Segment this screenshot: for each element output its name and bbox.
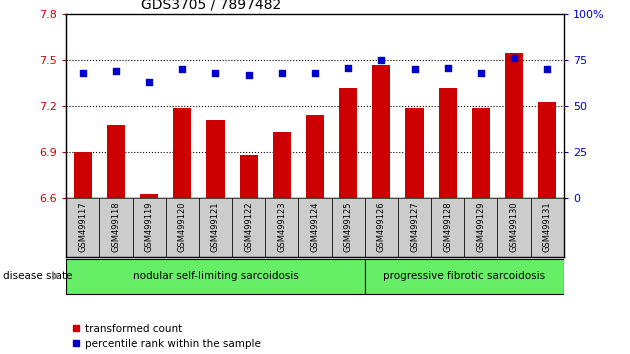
Bar: [265, 198, 299, 257]
Bar: [431, 198, 464, 257]
Bar: [331, 198, 365, 257]
Text: GSM499126: GSM499126: [377, 201, 386, 252]
Bar: [107, 125, 125, 198]
Bar: [66, 258, 365, 294]
Text: GSM499131: GSM499131: [543, 201, 552, 252]
Bar: [372, 65, 391, 198]
Text: GSM499128: GSM499128: [444, 201, 452, 252]
Bar: [406, 108, 423, 198]
Bar: [166, 198, 199, 257]
Bar: [306, 115, 324, 198]
Text: GSM499121: GSM499121: [211, 201, 220, 252]
Point: [509, 56, 519, 61]
Point: [177, 67, 187, 72]
Bar: [365, 198, 398, 257]
Point: [310, 70, 320, 76]
Text: GSM499127: GSM499127: [410, 201, 419, 252]
Bar: [398, 198, 431, 257]
Bar: [239, 155, 258, 198]
Point: [244, 72, 254, 78]
Bar: [100, 198, 132, 257]
Bar: [438, 88, 457, 198]
Bar: [464, 198, 498, 257]
Text: GSM499119: GSM499119: [145, 201, 154, 252]
Bar: [66, 198, 100, 257]
Text: nodular self-limiting sarcoidosis: nodular self-limiting sarcoidosis: [132, 271, 299, 281]
Text: progressive fibrotic sarcoidosis: progressive fibrotic sarcoidosis: [383, 271, 546, 281]
Legend: transformed count, percentile rank within the sample: transformed count, percentile rank withi…: [71, 324, 261, 349]
Point: [443, 65, 453, 70]
Text: disease state: disease state: [3, 271, 72, 281]
Text: GSM499122: GSM499122: [244, 201, 253, 252]
Point: [410, 67, 420, 72]
Bar: [530, 198, 564, 257]
Bar: [207, 120, 224, 198]
Bar: [472, 108, 490, 198]
Point: [277, 70, 287, 76]
Text: GDS3705 / 7897482: GDS3705 / 7897482: [141, 0, 281, 12]
Bar: [299, 198, 331, 257]
Bar: [505, 52, 523, 198]
Text: GSM499120: GSM499120: [178, 201, 186, 252]
Text: GSM499129: GSM499129: [476, 201, 485, 252]
Point: [542, 67, 553, 72]
Point: [144, 79, 154, 85]
Text: GSM499125: GSM499125: [344, 201, 353, 252]
Text: GSM499124: GSM499124: [311, 201, 319, 252]
Bar: [132, 198, 166, 257]
Bar: [199, 198, 232, 257]
Point: [376, 57, 386, 63]
Bar: [538, 102, 556, 198]
Bar: [498, 198, 530, 257]
Point: [343, 65, 353, 70]
Point: [210, 70, 220, 76]
Text: GSM499117: GSM499117: [78, 201, 87, 252]
Point: [111, 68, 121, 74]
Text: GSM499123: GSM499123: [277, 201, 286, 252]
Bar: [173, 108, 192, 198]
Bar: [140, 194, 158, 198]
Text: GSM499130: GSM499130: [510, 201, 518, 252]
Bar: [365, 258, 564, 294]
Point: [77, 70, 88, 76]
Bar: [339, 88, 357, 198]
Point: [476, 70, 486, 76]
Bar: [74, 152, 92, 198]
Bar: [232, 198, 265, 257]
Text: GSM499118: GSM499118: [112, 201, 120, 252]
Bar: [273, 132, 291, 198]
